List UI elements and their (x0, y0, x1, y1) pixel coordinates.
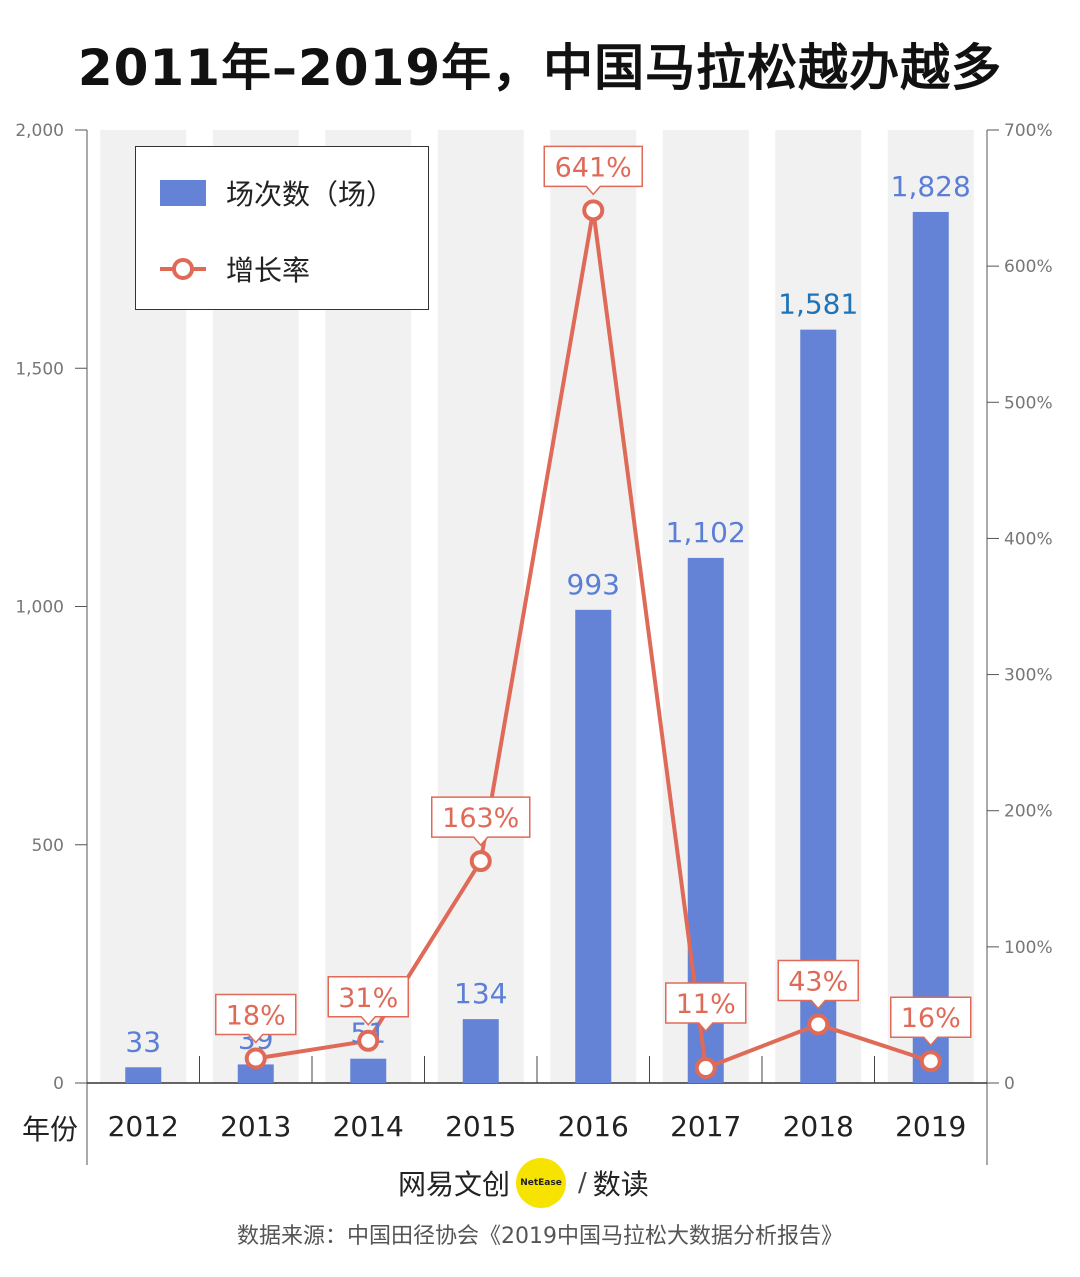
right-axis-tick-label: 300% (1004, 666, 1053, 686)
x-axis-tick-label: 2016 (558, 1110, 629, 1143)
bar (462, 1019, 499, 1083)
chart-legend: 场次数（场） 增长率 (135, 146, 429, 310)
x-axis-title: 年份 (22, 1113, 79, 1146)
bar-data-label: 1,828 (891, 170, 971, 203)
growth-data-label: 31% (338, 983, 398, 1014)
brand-divider: / (578, 1168, 587, 1198)
x-axis-tick-label: 2014 (333, 1110, 404, 1143)
brand-logo: 网易文创 NetEase / 数读 (398, 1158, 649, 1208)
right-axis-tick-label: 700% (1004, 121, 1053, 141)
growth-point (694, 1057, 717, 1080)
growth-data-label: 16% (901, 1003, 961, 1034)
brand-column: 数读 (592, 1168, 649, 1201)
right-axis-tick-label: 100% (1004, 938, 1053, 958)
growth-callout-box (890, 996, 972, 1047)
growth-callout-box (327, 976, 409, 1026)
growth-point (807, 1013, 830, 1036)
chart-title: 2011年–2019年，中国马拉松越办越多 (77, 39, 1003, 97)
x-axis-tick-label: 2015 (445, 1110, 516, 1143)
bar (575, 609, 612, 1083)
bar-data-label: 134 (454, 977, 507, 1010)
right-axis-tick-label: 400% (1004, 529, 1053, 549)
growth-point (582, 199, 605, 222)
legend-item-line: 增长率 (160, 249, 310, 289)
right-axis-tick-label: 0 (1004, 1074, 1015, 1094)
x-axis-tick-label: 2013 (220, 1110, 291, 1143)
growth-callout-box (543, 145, 643, 196)
bar-data-label: 1,102 (666, 516, 746, 549)
bar (912, 211, 949, 1083)
line-swatch-icon (160, 256, 206, 282)
growth-point (919, 1050, 942, 1073)
right-axis-tick-label: 600% (1004, 257, 1053, 277)
x-axis-tick-label: 2018 (783, 1110, 854, 1143)
legend-line-label: 增长率 (226, 254, 311, 287)
left-axis-tick-label: 500 (32, 836, 64, 856)
legend-item-bar: 场次数（场） (160, 173, 394, 213)
bar (237, 1064, 274, 1083)
growth-point (244, 1047, 267, 1070)
source-note: 数据来源：中国田径协会《2019中国马拉松大数据分析报告》 (237, 1224, 843, 1249)
growth-point (469, 850, 492, 873)
left-axis-tick-label: 1,000 (15, 598, 64, 618)
growth-callout-box (665, 982, 747, 1033)
x-axis-tick-label: 2012 (108, 1110, 179, 1143)
bar (800, 329, 837, 1083)
background-band (437, 130, 524, 1083)
growth-callout-box (215, 993, 297, 1044)
growth-data-label: 11% (676, 989, 736, 1020)
growth-callout-box (777, 959, 859, 1010)
x-axis-tick-label: 2019 (895, 1110, 966, 1143)
x-axis-tick-label: 2017 (670, 1110, 741, 1143)
growth-data-label: 163% (442, 803, 519, 834)
left-axis-tick-label: 2,000 (15, 121, 64, 141)
growth-callout-box (431, 796, 531, 847)
legend-bar-label: 场次数（场） (226, 178, 395, 211)
bar-data-label: 33 (125, 1025, 161, 1058)
brand-name: 网易文创 (398, 1168, 511, 1201)
bar-data-label: 1,581 (778, 288, 858, 321)
growth-data-label: 43% (788, 966, 848, 997)
growth-point (357, 1029, 380, 1052)
bar (350, 1058, 387, 1083)
right-axis-tick-label: 200% (1004, 802, 1053, 822)
bar (125, 1067, 162, 1083)
left-axis-tick-label: 1,500 (15, 359, 64, 379)
bar-swatch-icon (160, 180, 206, 206)
bar-data-label: 993 (567, 568, 620, 601)
growth-data-label: 641% (555, 152, 632, 183)
netease-logo-icon: NetEase (516, 1158, 567, 1208)
growth-data-label: 18% (226, 1000, 286, 1031)
right-axis-tick-label: 500% (1004, 393, 1053, 413)
left-axis-tick-label: 0 (53, 1074, 64, 1094)
